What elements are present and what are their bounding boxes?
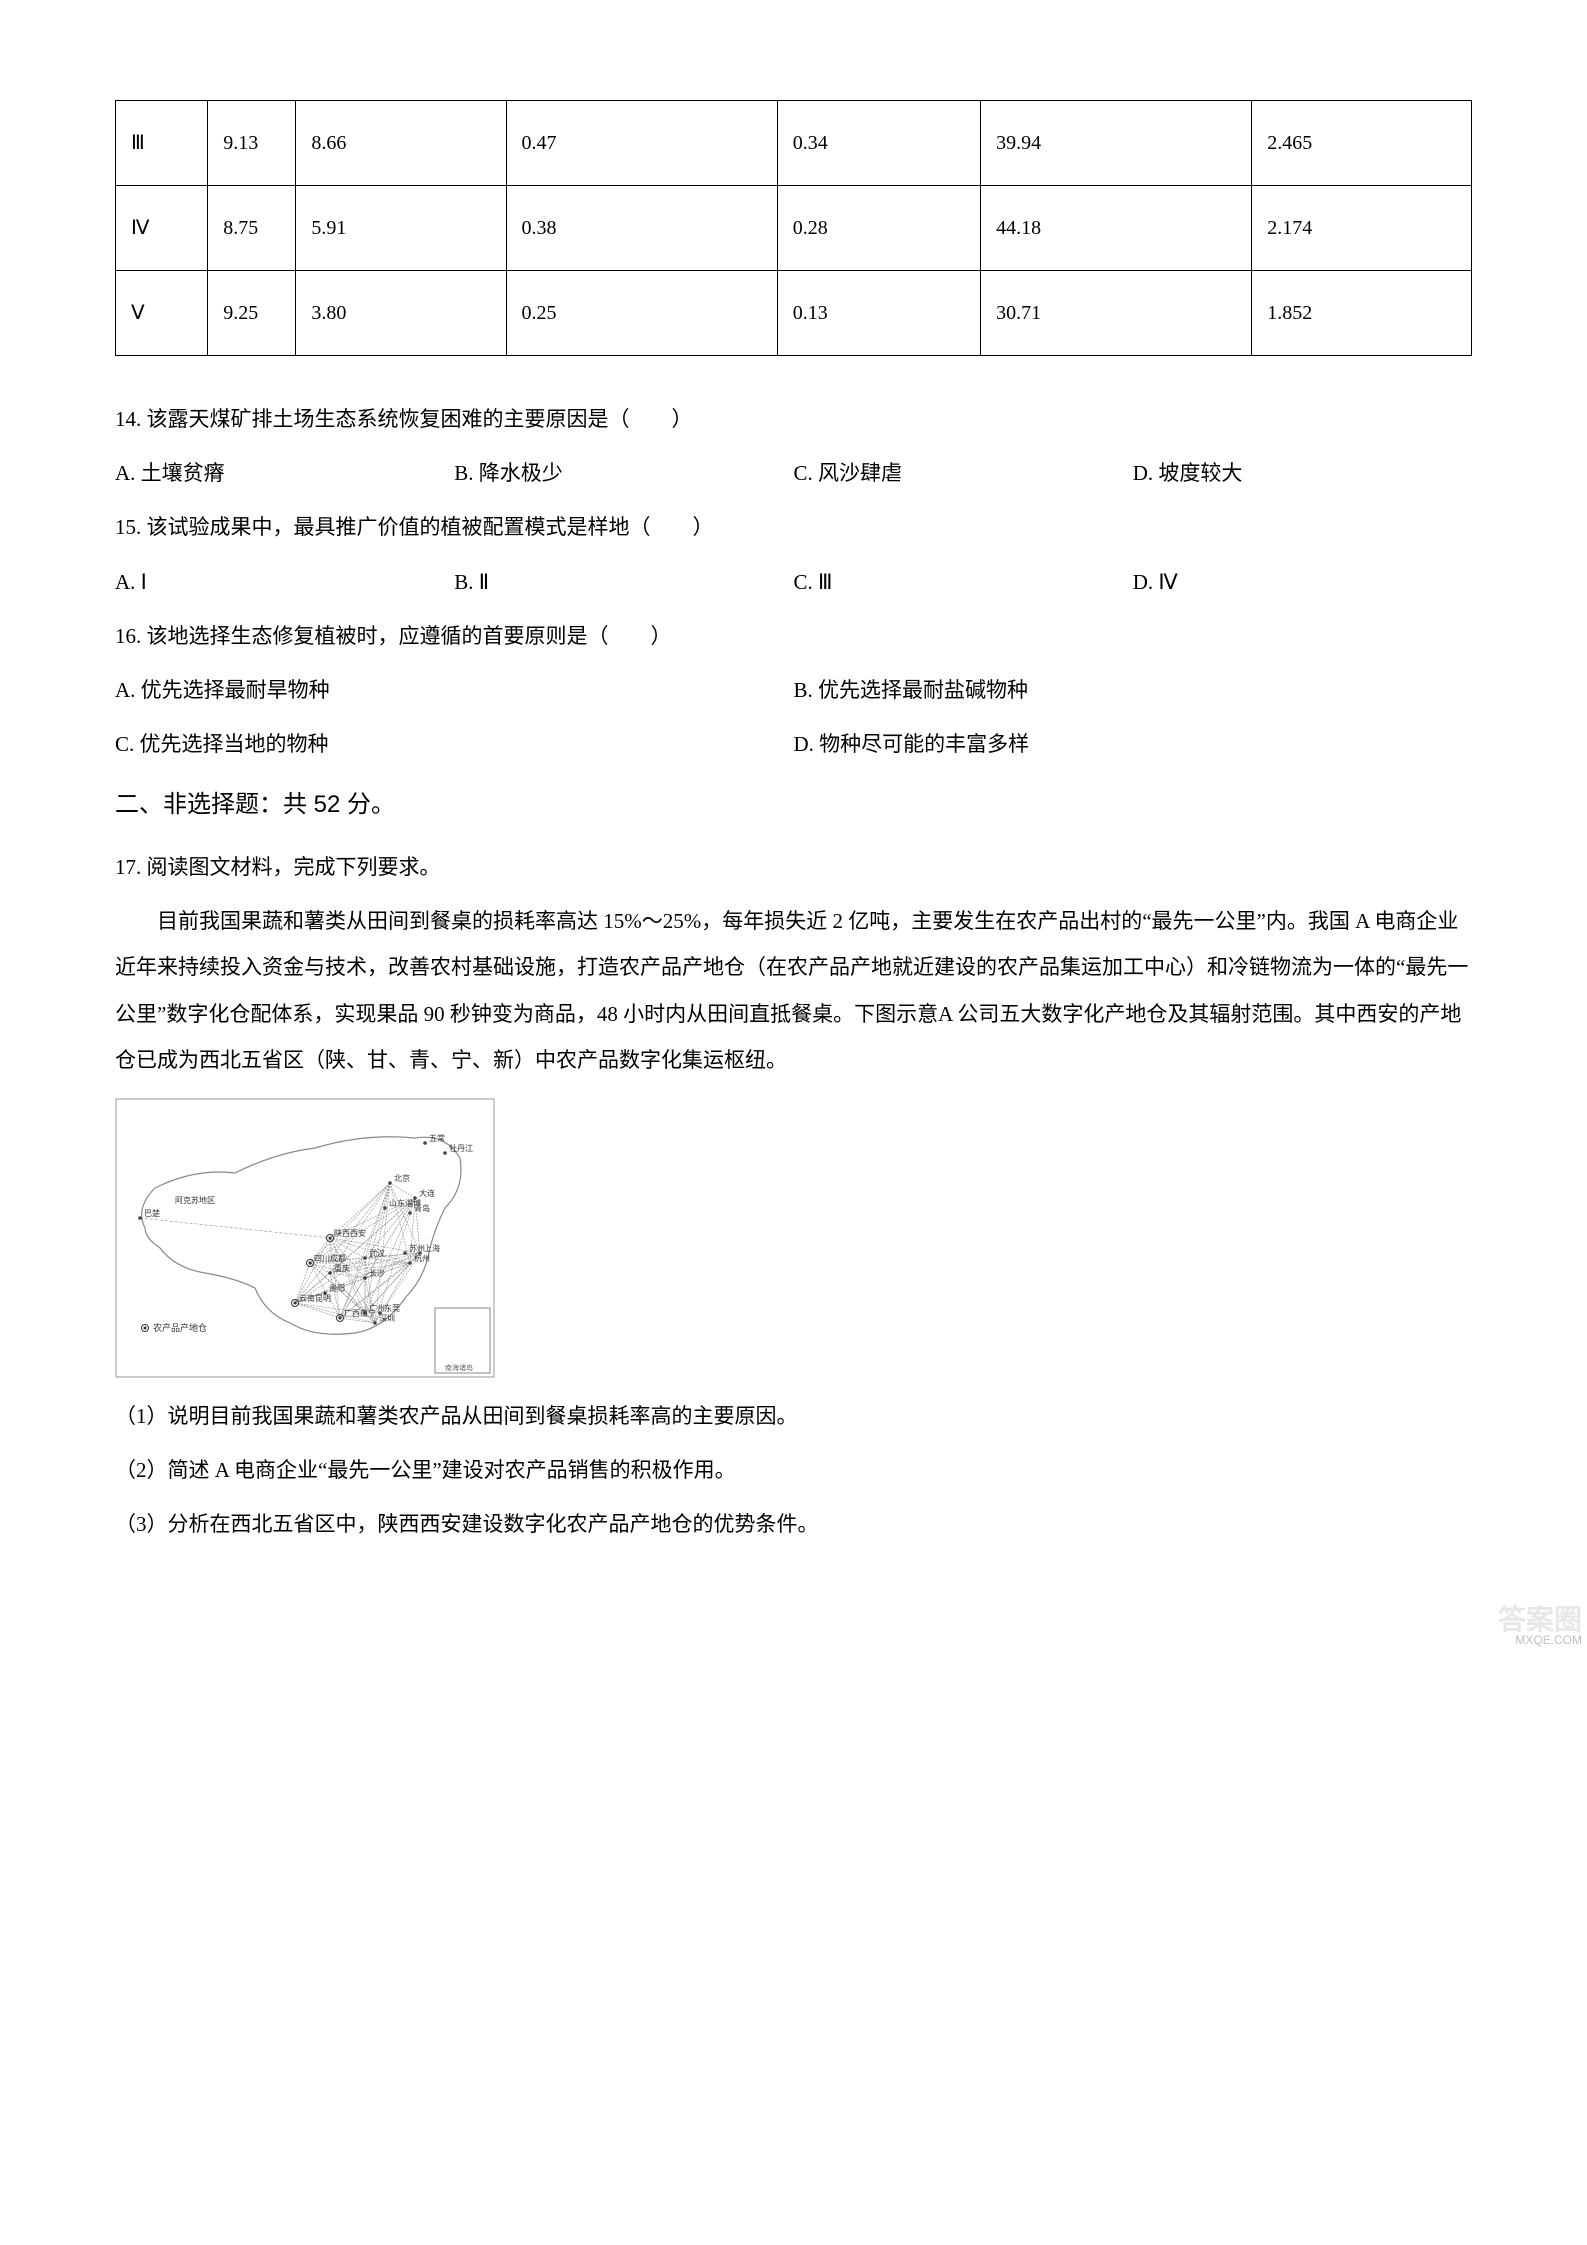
table-cell: 2.465 xyxy=(1252,101,1472,186)
option-b: B. 优先选择最耐盐碱物种 xyxy=(794,667,1473,713)
svg-text:巴楚: 巴楚 xyxy=(144,1208,160,1218)
question-16-options-row2: C. 优先选择当地的物种 D. 物种尽可能的丰富多样 xyxy=(115,721,1472,767)
svg-text:东莞: 东莞 xyxy=(384,1303,400,1313)
table-row: Ⅳ 8.75 5.91 0.38 0.28 44.18 2.174 xyxy=(116,186,1472,271)
url-text: MXQE.COM xyxy=(1515,1627,1582,1653)
option-b: B. 降水极少 xyxy=(454,450,793,496)
question-16-stem: 16. 该地选择生态修复植被时，应遵循的首要原则是（ ） xyxy=(115,613,1472,659)
table-cell: 39.94 xyxy=(981,101,1252,186)
table-cell: 5.91 xyxy=(296,186,506,271)
option-d: D. 物种尽可能的丰富多样 xyxy=(794,721,1473,767)
svg-text:五常: 五常 xyxy=(429,1134,445,1143)
question-16-options-row1: A. 优先选择最耐旱物种 B. 优先选择最耐盐碱物种 xyxy=(115,667,1472,713)
question-17-passage: 目前我国果蔬和薯类从田间到餐桌的损耗率高达 15%～25%，每年损失近 2 亿吨… xyxy=(115,898,1472,1083)
table-cell: 0.34 xyxy=(777,101,980,186)
svg-text:广西南宁: 广西南宁 xyxy=(344,1308,376,1318)
table-cell: 0.13 xyxy=(777,271,980,356)
table-row: Ⅴ 9.25 3.80 0.25 0.13 30.71 1.852 xyxy=(116,271,1472,356)
question-17-stem: 17. 阅读图文材料，完成下列要求。 xyxy=(115,844,1472,890)
table-cell: 0.25 xyxy=(506,271,777,356)
table-row: Ⅲ 9.13 8.66 0.47 0.34 39.94 2.465 xyxy=(116,101,1472,186)
option-b: B. Ⅱ xyxy=(454,559,793,605)
table-cell: 0.28 xyxy=(777,186,980,271)
question-17-sub1: （1）说明目前我国果蔬和薯类农产品从田间到餐桌损耗率高的主要原因。 xyxy=(115,1393,1472,1439)
section-2-header: 二、非选择题：共 52 分。 xyxy=(115,779,1472,832)
svg-text:青岛: 青岛 xyxy=(414,1203,430,1213)
svg-text:四川成都: 四川成都 xyxy=(314,1253,346,1263)
data-table: Ⅲ 9.13 8.66 0.47 0.34 39.94 2.465 Ⅳ 8.75… xyxy=(115,100,1472,356)
svg-text:重庆: 重庆 xyxy=(334,1263,350,1273)
table-cell: Ⅴ xyxy=(116,271,208,356)
question-14-stem: 14. 该露天煤矿排土场生态系统恢复困难的主要原因是（ ） xyxy=(115,396,1472,442)
svg-text:北京: 北京 xyxy=(394,1173,410,1183)
table-cell: Ⅳ xyxy=(116,186,208,271)
table-cell: 44.18 xyxy=(981,186,1252,271)
table-cell: 2.174 xyxy=(1252,186,1472,271)
map-figure: 南海诸岛 巴楚阿克苏地区五常牡丹江北京大连山东淄博青岛陕西西安四川成都武汉苏州上… xyxy=(115,1098,495,1378)
option-c: C. 优先选择当地的物种 xyxy=(115,721,794,767)
option-a: A. 优先选择最耐旱物种 xyxy=(115,667,794,713)
svg-text:杭州: 杭州 xyxy=(414,1253,430,1263)
svg-text:云南昆明: 云南昆明 xyxy=(299,1293,331,1303)
question-17-sub3: （3）分析在西北五省区中，陕西西安建设数字化农产品产地仓的优势条件。 xyxy=(115,1501,1472,1547)
svg-text:上海: 上海 xyxy=(424,1243,440,1253)
option-c: C. Ⅲ xyxy=(794,559,1133,605)
table-cell: 1.852 xyxy=(1252,271,1472,356)
table-cell: 8.75 xyxy=(208,186,296,271)
svg-text:陕西西安: 陕西西安 xyxy=(334,1228,366,1238)
table-cell: 0.38 xyxy=(506,186,777,271)
china-map-svg: 南海诸岛 巴楚阿克苏地区五常牡丹江北京大连山东淄博青岛陕西西安四川成都武汉苏州上… xyxy=(115,1098,495,1378)
legend-label: 农产品产地仓 xyxy=(153,1322,207,1333)
option-a: A. 土壤贫瘠 xyxy=(115,450,454,496)
svg-text:阿克苏地区: 阿克苏地区 xyxy=(175,1195,215,1205)
svg-text:长沙: 长沙 xyxy=(369,1268,385,1278)
table-cell: 30.71 xyxy=(981,271,1252,356)
svg-text:牡丹江: 牡丹江 xyxy=(449,1143,473,1153)
table-cell: 8.66 xyxy=(296,101,506,186)
table-cell: Ⅲ xyxy=(116,101,208,186)
question-15-stem: 15. 该试验成果中，最具推广价值的植被配置模式是样地（ ） xyxy=(115,504,1472,550)
svg-text:武汉: 武汉 xyxy=(369,1248,385,1258)
svg-text:深圳: 深圳 xyxy=(379,1313,395,1323)
option-d: D. Ⅳ xyxy=(1133,559,1472,605)
inset-label: 南海诸岛 xyxy=(445,1363,473,1372)
question-15-options: A. Ⅰ B. Ⅱ C. Ⅲ D. Ⅳ xyxy=(115,559,1472,605)
table-cell: 9.25 xyxy=(208,271,296,356)
svg-text:苏州: 苏州 xyxy=(409,1243,425,1253)
svg-text:大连: 大连 xyxy=(419,1188,435,1198)
svg-text:贵阳: 贵阳 xyxy=(329,1283,345,1293)
table-cell: 3.80 xyxy=(296,271,506,356)
table-cell: 9.13 xyxy=(208,101,296,186)
option-d: D. 坡度较大 xyxy=(1133,450,1472,496)
question-14-options: A. 土壤贫瘠 B. 降水极少 C. 风沙肆虐 D. 坡度较大 xyxy=(115,450,1472,496)
option-c: C. 风沙肆虐 xyxy=(794,450,1133,496)
option-a: A. Ⅰ xyxy=(115,559,454,605)
table-cell: 0.47 xyxy=(506,101,777,186)
question-17-sub2: （2）简述 A 电商企业“最先一公里”建设对农产品销售的积极作用。 xyxy=(115,1447,1472,1493)
